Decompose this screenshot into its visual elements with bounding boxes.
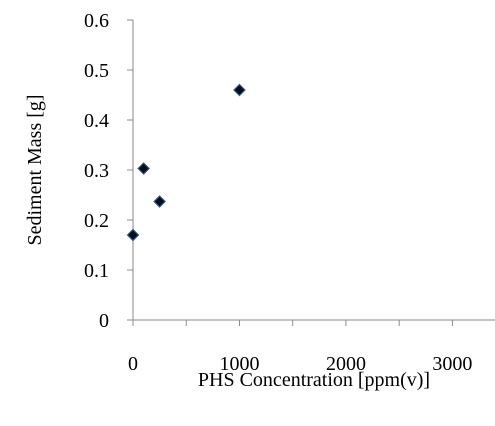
x-tick-label: 3000 bbox=[432, 353, 472, 375]
data-points bbox=[126, 83, 246, 242]
data-point bbox=[153, 195, 166, 208]
x-tick-label: 1000 bbox=[219, 353, 259, 375]
x-tick-label: 2000 bbox=[326, 353, 366, 375]
y-tick-label: 0.3 bbox=[84, 160, 109, 182]
y-tick-label: 0 bbox=[99, 310, 109, 332]
data-point bbox=[137, 162, 150, 175]
y-tick-label: 0.2 bbox=[84, 210, 109, 232]
data-point bbox=[233, 83, 246, 97]
x-axis-ticks: 0 1000 2000 3000 bbox=[128, 320, 472, 375]
x-axis-title: PHS Concentration [ppm(v)] bbox=[198, 369, 430, 391]
y-axis-title: Sediment Mass [g] bbox=[24, 94, 46, 245]
y-tick-label: 0.1 bbox=[84, 260, 109, 282]
x-tick-label: 0 bbox=[128, 353, 138, 375]
data-point bbox=[126, 228, 140, 242]
y-axis-ticks: 0 0.1 0.2 0.3 0.4 0.5 0.6 bbox=[84, 10, 133, 332]
y-tick-label: 0.5 bbox=[84, 60, 109, 82]
y-tick-label: 0.4 bbox=[84, 110, 109, 132]
plot-area: 0 0.1 0.2 0.3 0.4 0.5 0.6 0 1000 2000 3000 bbox=[84, 10, 495, 375]
y-tick-label: 0.6 bbox=[84, 10, 109, 32]
